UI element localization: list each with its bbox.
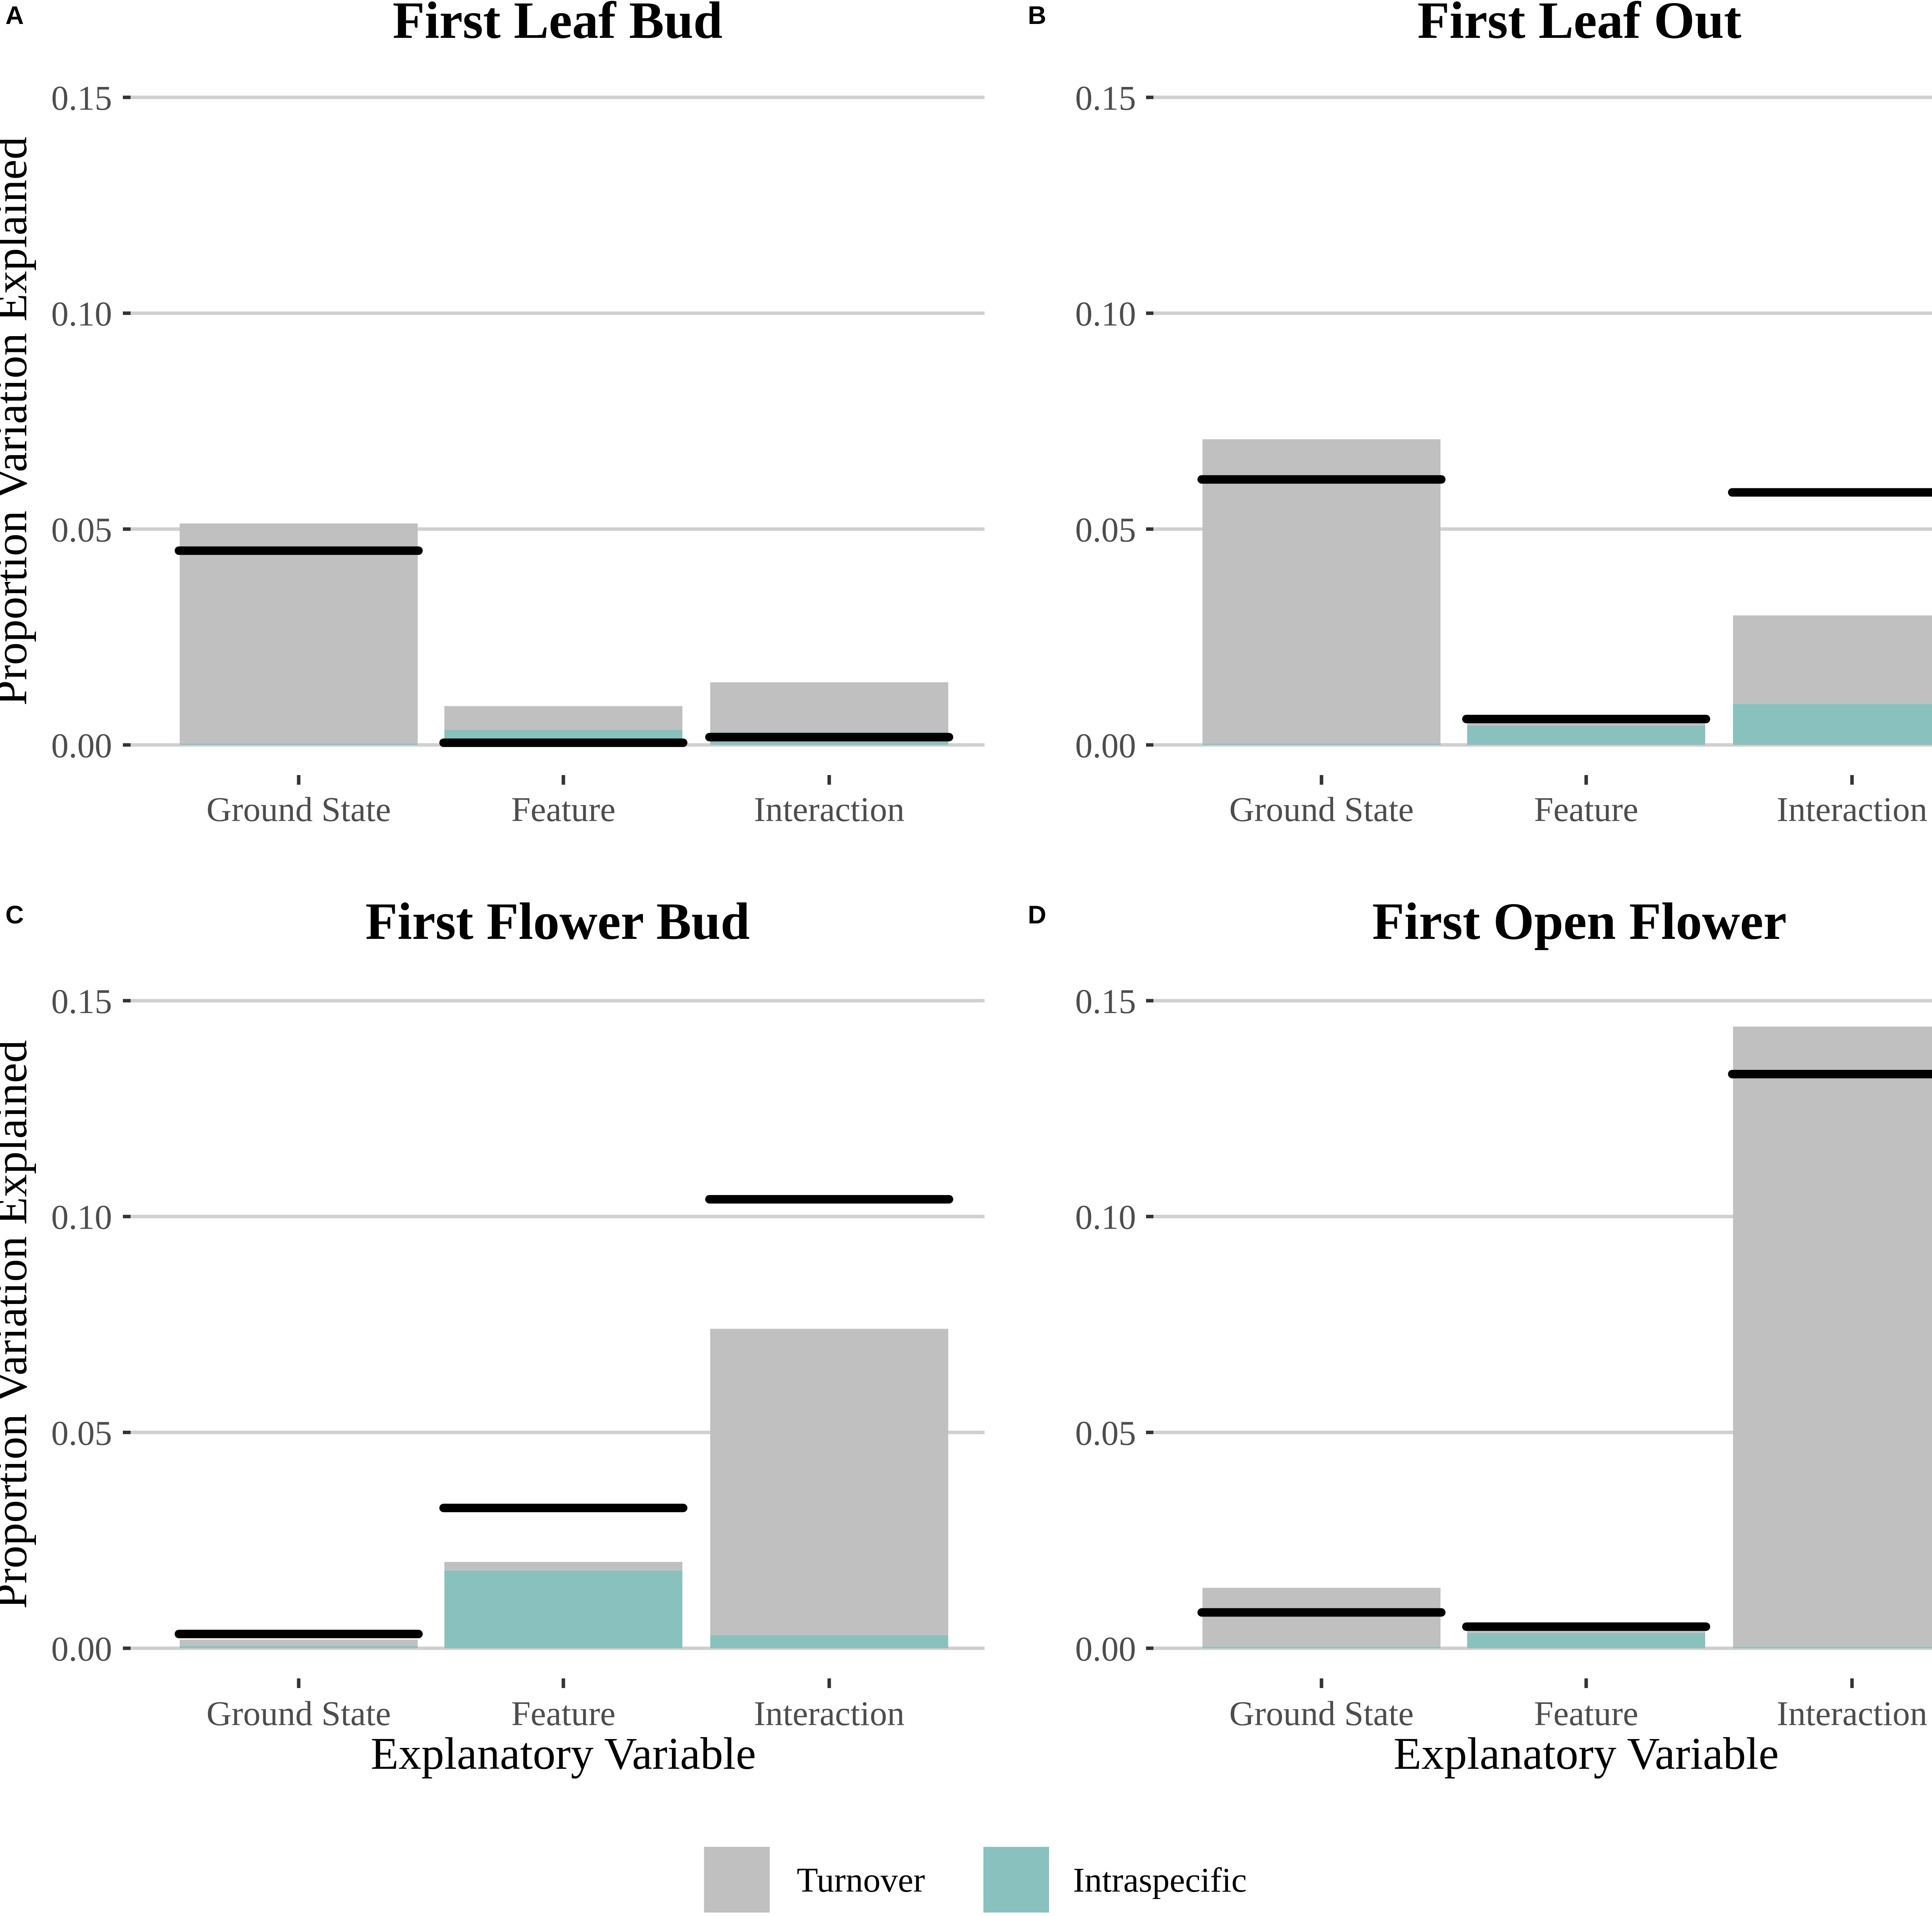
panel-a-y-tick-label: 0.15: [51, 79, 112, 117]
panel-b-y-tick-label: 0.05: [1075, 511, 1136, 549]
panel-b-bar-intraspecific-0: [1202, 743, 1440, 745]
panel-d-bar-turnover-1: [1467, 1631, 1705, 1633]
panel-b-bar-turnover-0: [1202, 439, 1440, 744]
panel-a-bar-intraspecific-0: [180, 743, 418, 745]
panel-c-title: First Flower Bud: [366, 893, 750, 950]
panel-d-y-tick-label: 0.10: [1075, 1199, 1136, 1237]
panel-d-x-tick-label: Interaction: [1777, 1695, 1927, 1733]
panel-c-bar-intraspecific-1: [444, 1570, 682, 1648]
panel-d-x-axis-title: Explanatory Variable: [1393, 1728, 1779, 1779]
legend-swatch-intraspecific: [983, 1847, 1049, 1913]
panel-c-x-tick-label: Ground State: [206, 1695, 391, 1733]
panel-c-y-axis-title: Proportion Variation Explained: [0, 1040, 36, 1609]
panel-a-y-axis-title: Proportion Variation Explained: [0, 137, 36, 706]
panel-d-x-tick-label: Feature: [1534, 1695, 1638, 1733]
legend-label-turnover: Turnover: [797, 1861, 925, 1899]
panel-d-y-tick-label: 0.00: [1075, 1630, 1136, 1668]
panel-b-x-tick-label: Feature: [1534, 791, 1638, 829]
panel-c-letter: C: [5, 900, 24, 929]
panel-d-bar-intraspecific-1: [1467, 1633, 1705, 1648]
panel-c-y-tick-label: 0.15: [51, 983, 112, 1021]
panel-c-bar-intraspecific-2: [710, 1635, 948, 1648]
panel-a-x-tick-label: Interaction: [754, 791, 905, 829]
panel-b-bar-turnover-2: [1733, 615, 1932, 704]
panel-d-bar-intraspecific-0: [1202, 1647, 1440, 1648]
panel-d-y-tick-label: 0.05: [1075, 1414, 1136, 1452]
panel-b-bar-intraspecific-1: [1467, 725, 1705, 745]
panel-a-letter: A: [5, 1, 24, 29]
panel-a-x-tick-label: Feature: [511, 791, 616, 829]
panel-b-y-tick-label: 0.10: [1075, 295, 1136, 333]
panel-b-x-tick-label: Ground State: [1229, 791, 1413, 829]
panel-c-y-tick-label: 0.05: [51, 1414, 112, 1452]
panel-a-title: First Leaf Bud: [393, 0, 723, 49]
panel-c-bar-intraspecific-0: [180, 1646, 418, 1648]
panel-d-x-tick-label: Ground State: [1229, 1695, 1413, 1733]
panel-d-letter: D: [1028, 900, 1046, 929]
legend-label-intraspecific: Intraspecific: [1073, 1861, 1247, 1899]
panel-d-y-tick-label: 0.15: [1075, 983, 1136, 1021]
panel-c-bar-turnover-1: [444, 1562, 682, 1571]
panel-a-y-tick-label: 0.00: [51, 727, 112, 765]
panel-b-x-tick-label: Interaction: [1777, 791, 1927, 829]
panel-a-y-tick-label: 0.10: [51, 295, 112, 333]
panel-c-x-axis-title: Explanatory Variable: [371, 1728, 756, 1779]
panel-c-y-tick-label: 0.00: [51, 1630, 112, 1668]
panel-a-bar-turnover-1: [444, 706, 682, 730]
panel-b-letter: B: [1028, 1, 1046, 29]
panel-c-bar-turnover-2: [710, 1329, 948, 1635]
panel-b-title: First Leaf Out: [1417, 0, 1742, 49]
panel-a-bar-turnover-0: [180, 523, 418, 744]
panel-b-y-tick-label: 0.15: [1075, 79, 1136, 117]
panel-b-y-tick-label: 0.00: [1075, 727, 1136, 765]
panel-a-x-tick-label: Ground State: [206, 791, 391, 829]
panel-b-bar-intraspecific-2: [1733, 704, 1932, 745]
panel-c-bar-turnover-0: [180, 1639, 418, 1646]
panel-a-bar-turnover-2: [710, 682, 948, 732]
panel-b-bar-turnover-1: [1467, 723, 1705, 726]
panel-c-y-tick-label: 0.10: [51, 1199, 112, 1237]
panel-a-y-tick-label: 0.05: [51, 511, 112, 549]
panel-d-bar-intraspecific-2: [1733, 1647, 1932, 1648]
panel-d-title: First Open Flower: [1372, 893, 1787, 950]
panel-c-x-tick-label: Interaction: [754, 1695, 905, 1733]
panel-d-bar-turnover-2: [1733, 1027, 1932, 1647]
legend-swatch-turnover: [704, 1847, 770, 1913]
panel-c-x-tick-label: Feature: [511, 1695, 616, 1733]
panel-d-bar-turnover-0: [1202, 1588, 1440, 1647]
